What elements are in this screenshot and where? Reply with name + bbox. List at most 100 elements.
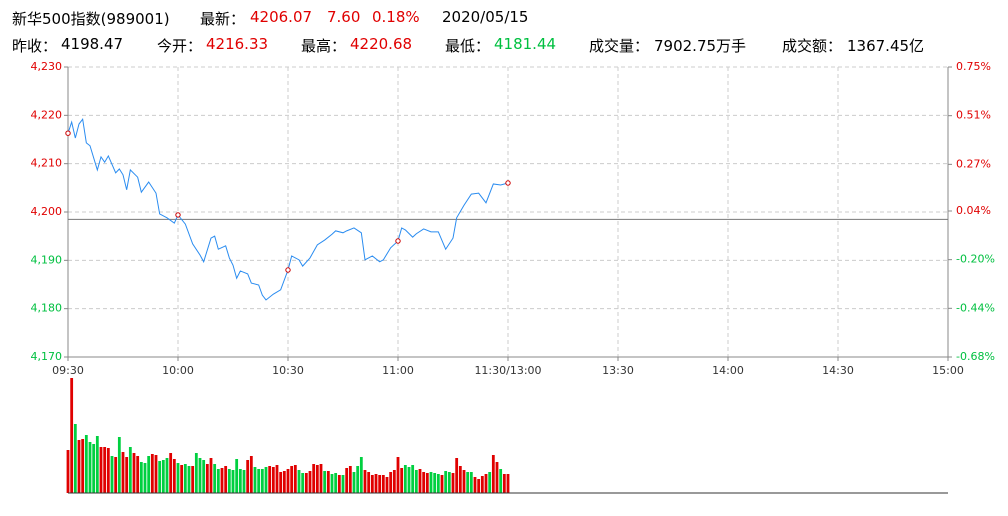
volume-bar (216, 469, 220, 493)
volume-bar (158, 461, 162, 493)
header-item: 成交额： (782, 37, 843, 55)
volume-bar (187, 466, 191, 493)
volume-bar (92, 444, 96, 493)
header-item: 7902.75万手 (654, 37, 747, 55)
volume-bar (290, 466, 294, 493)
x-tick-label: 10:30 (272, 364, 304, 377)
y-tick-label: 4,230 (31, 60, 63, 73)
volume-bar (308, 471, 312, 493)
point-marker (505, 180, 511, 186)
header-item: 7.60 (327, 8, 361, 26)
volume-bar (385, 477, 389, 493)
volume-bar (407, 467, 411, 493)
volume-bar (147, 456, 151, 493)
x-tick-label: 15:00 (932, 364, 964, 377)
y2-tick-label: 0.75% (956, 60, 991, 73)
y-tick-label: 4,170 (31, 350, 63, 363)
price-line (67, 117, 509, 301)
header-item: 2020/05/15 (442, 8, 529, 26)
volume-bar (110, 456, 114, 493)
header-item: 最低： (445, 37, 491, 55)
volume-bar (370, 475, 374, 493)
volume-bar (293, 465, 297, 493)
point-marker (285, 267, 291, 273)
volume-bar (447, 472, 451, 493)
volume-bar (396, 457, 400, 493)
volume-bar (374, 474, 378, 493)
volume-bar (172, 459, 176, 493)
volume-bar (297, 470, 301, 493)
volume-bar (209, 458, 213, 493)
volume-bar (455, 458, 459, 493)
volume-bar (128, 447, 132, 493)
volume-bar (235, 459, 239, 493)
y-tick-label: 4,200 (31, 205, 63, 218)
volume-bar (341, 475, 345, 493)
volume-bar (238, 469, 242, 493)
volume-bar (433, 473, 437, 493)
volume-bar (227, 469, 231, 493)
volume-bar (495, 462, 499, 493)
volume-bar (400, 468, 404, 493)
volume-bar (114, 457, 118, 493)
volume-bar (132, 453, 136, 493)
volume-bar (451, 473, 455, 493)
volume-bar (488, 472, 492, 493)
volume-bar (286, 469, 290, 493)
volume-bar (312, 464, 316, 493)
volume-bar (246, 460, 250, 493)
volume-bar (66, 450, 70, 493)
volume-bar (88, 442, 92, 493)
volume-bar (301, 473, 305, 493)
volume-bar (425, 473, 429, 493)
y2-tick-label: 0.04% (956, 204, 991, 217)
volume-bar (70, 378, 74, 493)
y-tick-label: 4,210 (31, 157, 63, 170)
volume-bar (213, 464, 217, 493)
volume-bar (363, 470, 367, 493)
volume-bar (84, 435, 88, 493)
x-tick-label: 10:00 (162, 364, 194, 377)
x-tick-label: 14:30 (822, 364, 854, 377)
volume-bar (176, 463, 180, 493)
volume-bar (180, 465, 184, 493)
volume-bar (198, 458, 202, 493)
volume-bar (242, 470, 246, 493)
volume-bar (165, 458, 169, 493)
volume-bar (304, 473, 308, 493)
volume-bar (356, 466, 360, 493)
header-item: 最新： (200, 10, 246, 28)
volume-bar (392, 470, 396, 493)
volume-bar (330, 474, 334, 493)
volume-bar (323, 471, 327, 493)
volume-bar (378, 475, 382, 493)
volume-bar (220, 468, 224, 493)
volume-bar (334, 473, 338, 493)
volume-bar (469, 472, 473, 493)
volume-bar (249, 456, 253, 493)
point-marker (175, 212, 181, 218)
volume-bar (121, 452, 125, 493)
volume-bar (480, 476, 484, 493)
header-item: 新华500指数(989001) (12, 10, 170, 28)
header-item: 0.18% (372, 8, 420, 26)
header-item: 1367.45亿 (847, 37, 925, 55)
volume-bar (458, 466, 462, 493)
volume-bar (440, 475, 444, 493)
header-item: 4181.44 (494, 35, 557, 53)
y2-tick-label: -0.44% (956, 301, 995, 314)
y-tick-label: 4,180 (31, 302, 63, 315)
volume-bar (491, 455, 495, 493)
volume-bar (231, 470, 235, 493)
header-item: 4198.47 (61, 35, 124, 53)
header-item: 4206.07 (250, 8, 313, 26)
y2-tick-label: -0.68% (956, 350, 995, 363)
volume-bar (473, 477, 477, 493)
header-item: 最高： (301, 37, 347, 55)
volume-bar (253, 467, 257, 493)
volume-bar (81, 439, 85, 493)
volume-bar (429, 472, 433, 493)
volume-bar (191, 466, 195, 493)
volume-bar (205, 464, 209, 493)
